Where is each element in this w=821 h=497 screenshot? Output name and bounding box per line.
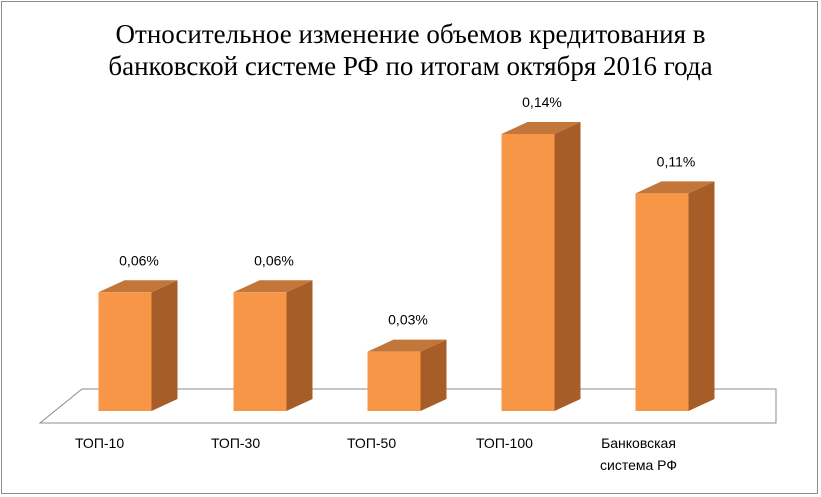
bar — [233, 292, 287, 411]
bar-top — [367, 339, 447, 352]
data-label: 0,06% — [254, 252, 294, 268]
bar-top — [501, 122, 581, 134]
bar-side — [151, 280, 178, 411]
data-label: 0,06% — [119, 252, 159, 268]
chart-title-line-1: Относительное изменение объемов кредитов… — [115, 19, 706, 49]
category-label-top-100: ТОП-100 — [476, 435, 533, 451]
bar-side — [554, 122, 581, 411]
bar-side — [688, 181, 715, 411]
bar-top — [98, 280, 178, 293]
category-label-top-50: ТОП-50 — [347, 435, 397, 451]
bar-side — [420, 339, 447, 411]
chart-title-line-2: банковской системе РФ по итогам октября … — [108, 51, 713, 81]
bar — [98, 292, 152, 411]
data-label: 0,03% — [388, 312, 428, 328]
bar — [367, 351, 421, 411]
category-label-top-30: ТОП-30 — [211, 435, 261, 451]
category-label-top-10: ТОП-10 — [75, 435, 125, 451]
chart-title: Относительное изменение объемов кредитов… — [0, 18, 821, 82]
data-label: 0,14% — [522, 94, 562, 110]
bar-top — [635, 181, 715, 194]
bar — [501, 134, 555, 411]
bar-side — [286, 280, 313, 411]
bar-top — [233, 280, 313, 293]
bar — [635, 193, 689, 411]
category-label-banking-system: Банковская система РФ — [600, 435, 677, 473]
data-label: 0,11% — [657, 153, 696, 169]
